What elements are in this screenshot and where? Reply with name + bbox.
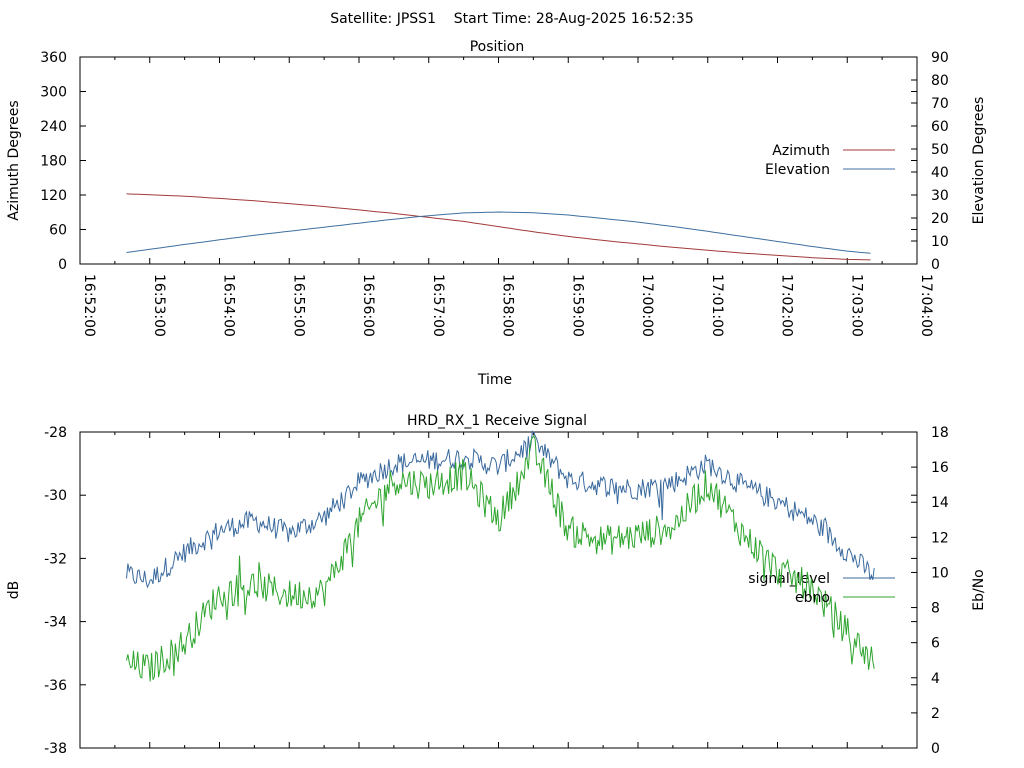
plot-frame [79, 56, 918, 265]
y2-tick-label: 6 [931, 636, 940, 652]
series-line-Elevation [126, 211, 871, 254]
y2-tick-label: 16 [931, 460, 949, 476]
legend-label: Azimuth [772, 143, 830, 159]
y2-tick-label: 8 [931, 601, 940, 617]
x-tick-label: 16:58:00 [500, 274, 516, 337]
legend-label: signal_level [748, 571, 830, 587]
y2-tick-label: 4 [931, 671, 940, 687]
y-axis-label: dB [6, 581, 22, 600]
series-line-signal_level [126, 430, 875, 589]
y-tick-label: -28 [44, 425, 67, 441]
x-tick-label: 16:53:00 [151, 274, 167, 337]
x-tick-label: 17:02:00 [779, 274, 795, 337]
y2-tick-label: 40 [931, 165, 949, 181]
y2-tick-label: 30 [931, 188, 949, 204]
x-tick-label: 17:01:00 [709, 274, 725, 337]
series-line-ebno [126, 434, 875, 682]
y2-tick-label: 20 [931, 211, 949, 227]
y2-tick-label: 90 [931, 50, 949, 66]
chart-title: HRD_RX_1 Receive Signal [407, 413, 587, 429]
legend-label: Elevation [765, 162, 830, 178]
series-line-Azimuth [126, 193, 871, 261]
figure-title: Satellite: JPSS1 Start Time: 28-Aug-2025… [330, 11, 694, 27]
y2-tick-label: 10 [931, 234, 949, 250]
y-tick-label: -38 [44, 741, 67, 757]
x-tick-label: 16:56:00 [360, 274, 376, 337]
y2-axis-label: Eb/No [971, 569, 987, 611]
x-tick-label: 16:57:00 [430, 274, 446, 337]
y2-tick-label: 14 [931, 495, 949, 511]
chart-title: Position [470, 39, 525, 55]
y-tick-label: -34 [44, 615, 67, 631]
y-tick-label: -30 [44, 488, 67, 504]
y-tick-label: 360 [40, 50, 67, 66]
y2-axis-label: Elevation Degrees [971, 97, 987, 225]
y2-tick-label: 12 [931, 530, 949, 546]
x-tick-label: 17:00:00 [639, 274, 655, 337]
y2-tick-label: 18 [931, 425, 949, 441]
x-tick-label: 16:55:00 [290, 274, 306, 337]
legend-label: ebno [795, 590, 830, 606]
x-axis-label: Time [477, 372, 512, 388]
receive-signal-chart: HRD_RX_1 Receive Signal -28 -30 -32 -34 -36 -3… [6, 413, 987, 757]
plot-frame [79, 431, 918, 749]
y-tick-label: 60 [49, 223, 67, 239]
y-tick-label: 300 [40, 85, 67, 101]
y-axis-label: Azimuth Degrees [6, 100, 22, 220]
y2-tick-label: 60 [931, 119, 949, 135]
y-tick-label: 0 [58, 257, 67, 273]
y-tick-label: -32 [44, 551, 67, 567]
y2-tick-label: 80 [931, 73, 949, 89]
y2-tick-label: 70 [931, 96, 949, 112]
y-tick-label: 240 [40, 119, 67, 135]
position-chart: Position 0 60 120 180 240 300 360 0 10 20 30 40 50 60 7… [6, 39, 987, 388]
y2-tick-label: 50 [931, 142, 949, 158]
x-tick-label: 16:54:00 [221, 274, 237, 337]
x-tick-label: 16:52:00 [81, 274, 97, 337]
y-tick-label: -36 [44, 678, 67, 694]
y2-tick-label: 0 [931, 741, 940, 757]
y2-tick-label: 2 [931, 706, 940, 722]
y2-tick-label: 10 [931, 565, 949, 581]
x-tick-label: 17:04:00 [918, 274, 934, 337]
y-tick-label: 120 [40, 188, 67, 204]
x-tick-label: 17:03:00 [848, 274, 864, 337]
x-tick-label: 16:59:00 [569, 274, 585, 337]
y2-tick-label: 0 [931, 257, 940, 273]
y-tick-label: 180 [40, 154, 67, 170]
